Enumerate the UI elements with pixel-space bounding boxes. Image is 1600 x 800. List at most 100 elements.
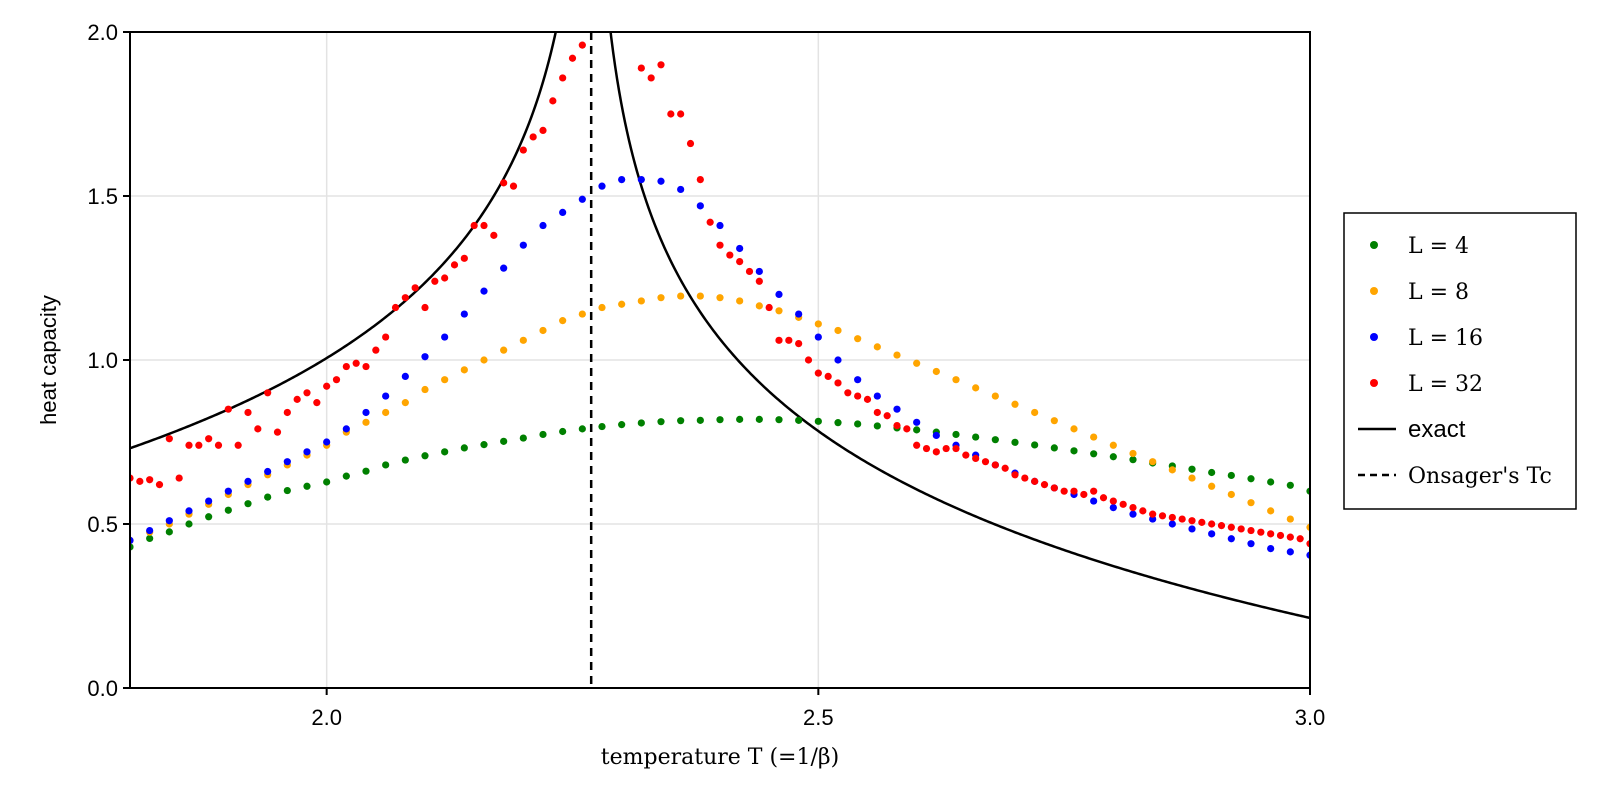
point-L16-1	[146, 526, 154, 535]
point-L16-39	[893, 405, 901, 413]
point-L32-99	[1149, 510, 1157, 518]
point-L32-30	[421, 303, 429, 312]
point-L8-25	[618, 300, 626, 308]
legend-label-2: L = 16	[1408, 326, 1483, 351]
point-L32-41	[529, 133, 537, 141]
point-L16-57	[1247, 540, 1255, 548]
point-L8-28	[677, 292, 685, 300]
point-L4-9	[303, 482, 311, 490]
point-L8-38	[873, 343, 881, 351]
axes: 2.0 2.5 3.0 0.0 0.5 1.0 1.5 2.0	[87, 20, 1325, 730]
point-L16-18	[480, 287, 488, 295]
point-L8-33	[775, 307, 783, 315]
point-L4-59	[1286, 481, 1294, 489]
point-L16-5	[224, 487, 232, 495]
point-L32-42	[539, 126, 547, 134]
point-L4-51	[1129, 456, 1137, 464]
point-L32-16	[283, 408, 291, 417]
point-L16-24	[598, 182, 606, 190]
point-L16-37	[854, 376, 862, 384]
point-L16-40	[913, 418, 921, 426]
legend-label-3: L = 32	[1408, 372, 1483, 397]
point-L32-80	[962, 451, 970, 459]
point-L4-55	[1208, 468, 1216, 477]
point-L8-36	[834, 326, 842, 335]
point-L4-32	[755, 415, 763, 423]
point-L8-42	[952, 376, 960, 384]
point-L4-47	[1050, 444, 1058, 452]
point-L32-111	[1267, 530, 1275, 538]
point-L4-5	[224, 506, 232, 514]
point-L16-7	[264, 467, 272, 476]
point-L32-1	[136, 477, 144, 485]
point-L32-90	[1060, 487, 1068, 495]
point-L32-17	[293, 395, 301, 403]
point-L4-56	[1227, 471, 1235, 480]
point-L32-57	[736, 258, 744, 266]
point-L32-21	[332, 376, 341, 384]
point-L8-18	[480, 356, 488, 364]
point-L32-114	[1296, 535, 1304, 543]
point-L8-16	[441, 376, 449, 384]
point-L32-29	[411, 284, 419, 292]
point-L32-78	[942, 444, 950, 453]
point-L32-20	[323, 382, 331, 390]
point-L8-37	[854, 335, 862, 343]
point-L16-21	[539, 221, 547, 230]
point-L16-35	[814, 333, 822, 341]
point-L16-27	[657, 177, 665, 185]
point-L32-64	[804, 356, 813, 364]
point-L32-49	[657, 61, 665, 69]
point-L4-38	[873, 422, 881, 430]
legend: L = 4 L = 8 L = 16 L = 32 exact Onsager's Tc	[1343, 212, 1577, 510]
point-L32-101	[1168, 513, 1176, 522]
axis-labels: temperature T (=1/β) heat capacity	[36, 295, 839, 770]
point-L4-57	[1247, 475, 1255, 483]
point-L4-18	[480, 441, 488, 449]
point-L32-82	[981, 458, 990, 466]
point-L16-10	[323, 438, 331, 446]
point-L8-23	[578, 310, 586, 318]
point-L16-16	[441, 333, 449, 341]
point-L8-59	[1286, 515, 1294, 523]
point-L4-46	[1031, 441, 1039, 449]
point-L8-48	[1070, 425, 1078, 433]
point-L4-34	[795, 416, 803, 424]
x-axis-title: temperature T (=1/β)	[601, 745, 839, 770]
point-L4-58	[1267, 478, 1275, 486]
point-L32-34	[460, 254, 468, 262]
point-L8-50	[1109, 441, 1117, 449]
point-L32-26	[382, 333, 390, 341]
point-L16-34	[795, 310, 803, 318]
point-L32-59	[755, 277, 763, 285]
point-L32-105	[1208, 520, 1216, 528]
point-L4-19	[500, 437, 508, 445]
point-L8-39	[893, 351, 901, 359]
point-L32-89	[1050, 484, 1058, 492]
point-L32-75	[913, 441, 921, 449]
point-L32-54	[706, 218, 714, 226]
point-L32-104	[1198, 518, 1206, 526]
point-L32-23	[352, 359, 360, 367]
point-L8-58	[1267, 507, 1275, 515]
point-L8-13	[382, 408, 390, 417]
point-L32-50	[667, 110, 675, 118]
point-L4-24	[598, 422, 606, 431]
point-L4-15	[421, 452, 429, 460]
point-L32-44	[559, 74, 567, 82]
point-L16-49	[1090, 497, 1098, 505]
point-L32-39	[509, 182, 518, 190]
point-L32-109	[1247, 526, 1255, 535]
point-L32-71	[873, 408, 881, 417]
point-L32-97	[1129, 504, 1137, 512]
point-L8-24	[598, 303, 606, 312]
exact-curve-right	[609, 32, 1310, 620]
point-L4-8	[283, 486, 291, 495]
point-L32-72	[883, 412, 891, 420]
point-L32-31	[431, 277, 439, 285]
point-L8-52	[1149, 458, 1157, 466]
legend-marker-2	[1370, 333, 1378, 341]
point-L4-36	[834, 419, 842, 427]
point-L32-3	[155, 481, 164, 489]
point-L4-50	[1109, 453, 1117, 461]
